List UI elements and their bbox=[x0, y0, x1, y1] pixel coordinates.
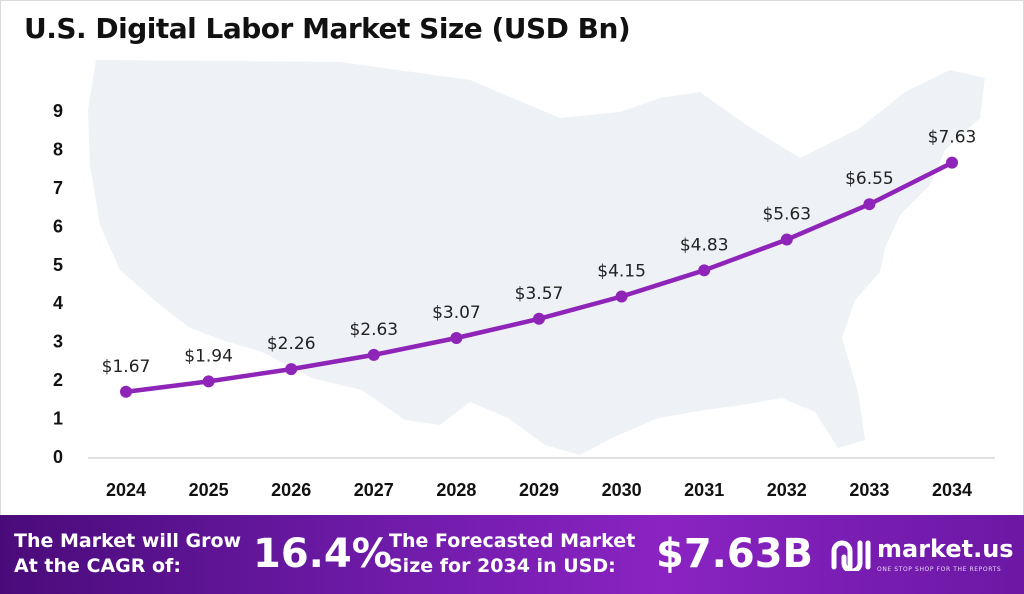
data-label: $1.67 bbox=[102, 357, 151, 377]
data-point bbox=[450, 331, 463, 344]
line-chart: 0 1 2 3 4 5 6 7 8 9 2024 2025 2026 2027 2028 2029 2030 2… bbox=[53, 60, 995, 500]
x-tick-label: 2033 bbox=[849, 480, 889, 500]
data-label: $2.26 bbox=[267, 334, 316, 354]
data-label: $4.15 bbox=[597, 261, 646, 281]
data-point bbox=[946, 156, 958, 169]
forecast-value: $7.63B bbox=[656, 531, 814, 577]
x-tick-label: 2031 bbox=[684, 480, 724, 500]
data-label: $2.63 bbox=[349, 320, 398, 340]
chart-title: U.S. Digital Labor Market Size (USD Bn) bbox=[24, 12, 631, 45]
y-tick-label: 0 bbox=[53, 447, 63, 467]
x-tick-label: 2027 bbox=[354, 480, 394, 500]
logo-tagline: ONE STOP SHOP FOR THE REPORTS bbox=[877, 566, 1002, 573]
data-point bbox=[615, 290, 628, 303]
y-tick-label: 3 bbox=[53, 332, 63, 352]
y-tick-label: 6 bbox=[53, 216, 63, 236]
y-tick-label: 4 bbox=[53, 293, 63, 313]
data-point bbox=[698, 264, 711, 277]
y-tick-label: 9 bbox=[53, 101, 63, 121]
data-point bbox=[863, 198, 876, 211]
footer-banner: The Market will Grow At the CAGR of: 16.… bbox=[0, 515, 1024, 594]
y-tick-label: 7 bbox=[53, 178, 63, 198]
y-tick-label: 1 bbox=[53, 409, 63, 429]
data-label: $3.57 bbox=[515, 284, 564, 304]
y-tick-label: 2 bbox=[53, 370, 63, 390]
x-tick-label: 2026 bbox=[271, 480, 311, 500]
data-point bbox=[367, 348, 380, 361]
forecast-label: The Forecasted Market Size for 2034 in U… bbox=[389, 529, 635, 579]
y-tick-label: 5 bbox=[53, 255, 63, 275]
cagr-value: 16.4% bbox=[253, 531, 392, 577]
data-label: $1.94 bbox=[184, 346, 233, 366]
forecast-label-line1: The Forecasted Market bbox=[389, 530, 636, 552]
cagr-label-line1: The Market will Grow bbox=[14, 530, 242, 552]
data-point bbox=[533, 312, 545, 325]
forecast-label-line2: Size for 2034 in USD: bbox=[389, 555, 616, 577]
data-point bbox=[285, 363, 298, 376]
data-label: $6.55 bbox=[845, 169, 894, 189]
cagr-label-line2: At the CAGR of: bbox=[14, 555, 181, 577]
x-tick-label: 2025 bbox=[189, 480, 229, 500]
market-us-logo-icon bbox=[831, 540, 871, 571]
x-tick-label: 2029 bbox=[519, 480, 559, 500]
data-label: $5.63 bbox=[762, 205, 811, 225]
us-map-background bbox=[88, 60, 985, 455]
x-tick-label: 2030 bbox=[602, 480, 642, 500]
x-tick-label: 2034 bbox=[932, 480, 972, 500]
data-label: $3.07 bbox=[432, 303, 481, 323]
data-label: $7.63 bbox=[928, 128, 977, 148]
x-tick-label: 2024 bbox=[106, 480, 146, 500]
data-point bbox=[780, 233, 793, 246]
y-tick-label: 8 bbox=[53, 139, 63, 159]
x-tick-label: 2028 bbox=[436, 480, 476, 500]
logo-text: market.us bbox=[877, 535, 1014, 563]
data-point bbox=[202, 375, 215, 388]
data-point bbox=[120, 385, 132, 398]
x-tick-label: 2032 bbox=[767, 480, 807, 500]
cagr-label: The Market will Grow At the CAGR of: bbox=[14, 529, 241, 579]
data-label: $4.83 bbox=[680, 235, 729, 255]
